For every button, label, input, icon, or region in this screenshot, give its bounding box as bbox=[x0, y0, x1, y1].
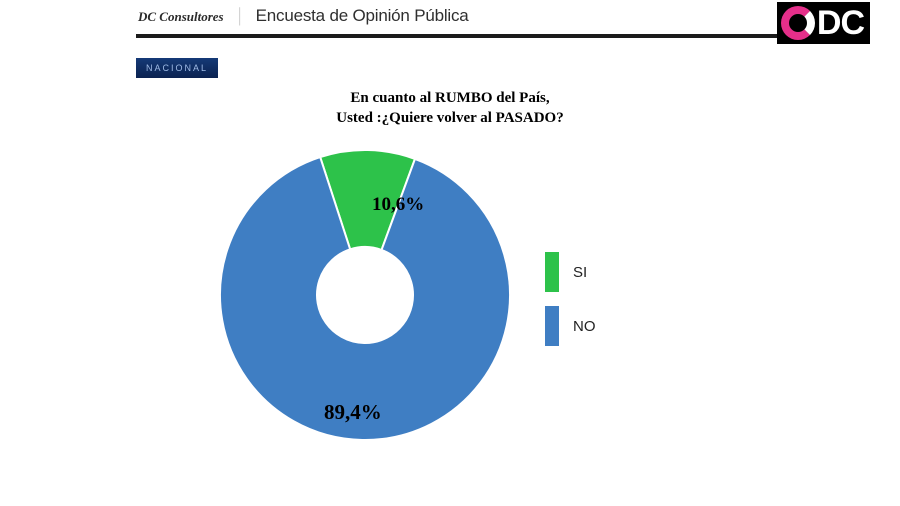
legend-item-si: SI bbox=[545, 252, 596, 292]
legend-swatch-si bbox=[545, 252, 559, 292]
brand-name: DC Consultores bbox=[138, 9, 224, 25]
header-title: Encuesta de Opinión Pública bbox=[256, 6, 469, 26]
legend-swatch-no bbox=[545, 306, 559, 346]
logo-text: DC bbox=[817, 6, 864, 40]
header-left-group: DC Consultores | Encuesta de Opinión Púb… bbox=[138, 4, 870, 26]
question-line-2: Usted :¿Quiere volver al PASADO? bbox=[0, 108, 900, 128]
question-line-1: En cuanto al RUMBO del País, bbox=[0, 88, 900, 108]
chart-area: 10,6% 89,4% SI NO bbox=[0, 150, 900, 490]
header-separator: | bbox=[238, 8, 242, 22]
chart-legend: SI NO bbox=[545, 252, 596, 346]
donut-svg bbox=[220, 150, 510, 440]
poll-question: En cuanto al RUMBO del País, Usted :¿Qui… bbox=[0, 88, 900, 129]
header-rule bbox=[136, 34, 870, 38]
header-bar: DC Consultores | Encuesta de Opinión Púb… bbox=[0, 0, 900, 48]
slice-value-no: 89,4% bbox=[324, 400, 382, 425]
donut-chart: 10,6% 89,4% bbox=[220, 150, 510, 440]
scope-badge: NACIONAL bbox=[136, 58, 218, 78]
logo-ring-icon bbox=[781, 6, 815, 40]
slice-value-si: 10,6% bbox=[372, 194, 424, 216]
legend-label-si: SI bbox=[573, 264, 587, 281]
dc-logo: DC bbox=[777, 2, 870, 44]
donut-hole bbox=[317, 247, 413, 343]
legend-item-no: NO bbox=[545, 306, 596, 346]
legend-label-no: NO bbox=[573, 318, 596, 335]
